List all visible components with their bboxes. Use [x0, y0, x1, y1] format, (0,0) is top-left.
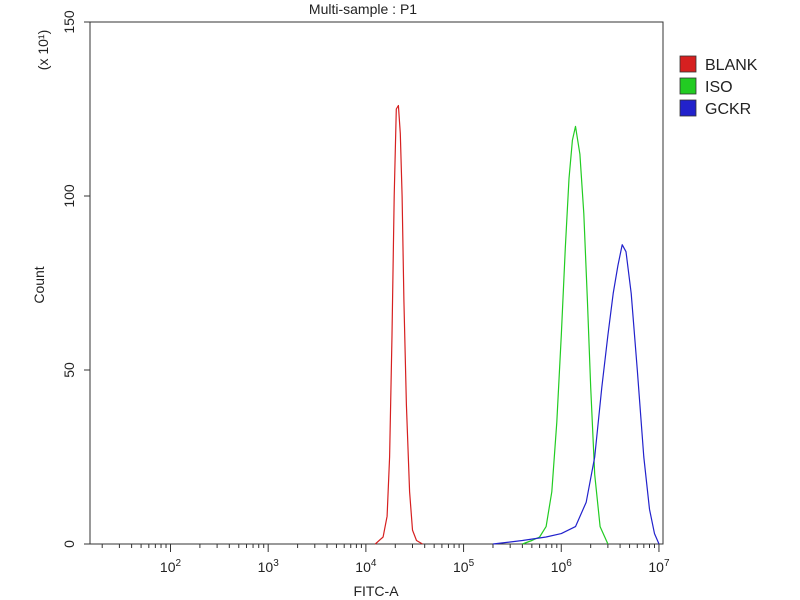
series-iso-line [522, 125, 609, 545]
y-multiplier-label: (x 10¹) [35, 30, 51, 70]
y-tick-label: 50 [61, 362, 77, 378]
legend-swatch-gckr [679, 99, 697, 117]
legend-swatch-iso [679, 77, 697, 95]
y-tick-label: 150 [61, 10, 77, 34]
x-tick-label: 105 [453, 558, 475, 575]
legend: BLANK ISO GCKR [679, 55, 758, 118]
x-axis-title: FITC-A [353, 583, 399, 599]
legend-label-blank: BLANK [705, 57, 758, 74]
series-gckr-line [492, 244, 660, 545]
series-blank-line [374, 104, 423, 545]
x-tick-label: 106 [551, 558, 573, 575]
plot-frame [89, 21, 664, 545]
x-tick-label: 104 [355, 558, 377, 575]
chart-title: Multi-sample : P1 [309, 1, 417, 17]
legend-label-iso: ISO [705, 79, 733, 96]
y-tick-label: 100 [61, 184, 77, 208]
y-axis-title: Count [31, 266, 47, 303]
x-tick-label: 103 [258, 558, 280, 575]
legend-swatch-blank [679, 55, 697, 73]
legend-label-gckr: GCKR [705, 101, 751, 118]
x-axis: 102 103 104 105 106 107 [101, 544, 670, 575]
y-axis: 0 50 100 150 [61, 10, 90, 548]
y-tick-label: 0 [61, 540, 77, 548]
x-tick-label: 107 [648, 558, 670, 575]
series-layer [374, 104, 660, 545]
x-tick-label: 102 [160, 558, 182, 575]
